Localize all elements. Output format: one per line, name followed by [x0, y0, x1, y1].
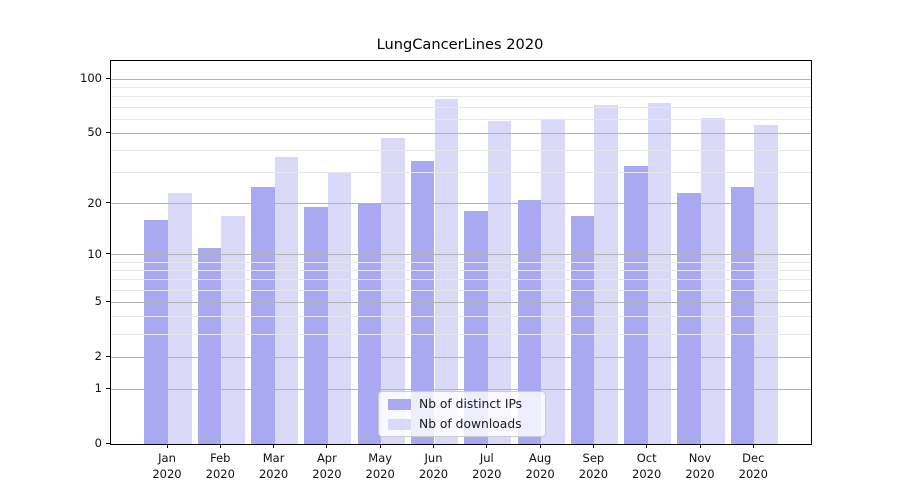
legend: Nb of distinct IPs Nb of downloads	[378, 391, 546, 437]
bar-distinct-ips-sep	[570, 215, 595, 444]
bar-downloads-sep	[594, 105, 618, 444]
x-tick-mark	[166, 444, 168, 448]
legend-swatch-downloads	[388, 418, 411, 430]
bar-distinct-ips-mar	[251, 186, 275, 444]
gridline-minor-80	[111, 96, 811, 98]
y-tick-mark	[106, 132, 110, 133]
y-tick-label-1: 1	[94, 381, 102, 396]
bar-distinct-ips-oct	[624, 165, 648, 444]
x-tick-mark	[486, 444, 488, 448]
y-tick-mark	[106, 301, 110, 302]
y-tick-label-10: 10	[87, 246, 102, 261]
y-tick-mark	[106, 442, 110, 444]
bar-distinct-ips-jan	[144, 220, 168, 444]
bar-downloads-feb	[221, 215, 245, 444]
x-tick-label-may: May 2020	[365, 451, 395, 481]
x-tick-label-mar: Mar 2020	[258, 451, 289, 481]
bar-downloads-jan	[168, 193, 192, 444]
x-tick-mark	[592, 444, 594, 448]
bar-downloads-aug	[541, 119, 565, 444]
legend-swatch-distinct-ips	[388, 398, 411, 410]
x-tick-mark	[539, 444, 541, 448]
x-tick-label-aug: Aug 2020	[525, 451, 555, 481]
bar-downloads-may	[381, 138, 405, 444]
x-tick-mark	[646, 444, 648, 448]
x-tick-mark	[752, 444, 754, 448]
bar-distinct-ips-jul	[464, 211, 488, 444]
y-tick-label-5: 5	[94, 294, 102, 309]
bar-distinct-ips-aug	[517, 199, 542, 444]
x-tick-label-feb: Feb 2020	[205, 451, 235, 481]
y-tick-mark	[106, 78, 110, 79]
bar-downloads-apr	[327, 172, 352, 444]
legend-label: Nb of distinct IPs	[419, 397, 523, 411]
gridline-minor-90	[111, 87, 811, 89]
y-tick-mark	[106, 355, 110, 357]
y-tick-label-100: 100	[80, 71, 102, 86]
x-tick-mark	[273, 444, 275, 448]
bar-distinct-ips-apr	[304, 207, 328, 444]
chart-title: LungCancerLines 2020	[376, 36, 544, 53]
x-tick-label-sep: Sep 2020	[578, 451, 609, 481]
bar-distinct-ips-dec	[730, 186, 755, 444]
x-tick-mark	[699, 444, 701, 448]
bar-downloads-jul	[487, 120, 512, 444]
legend-item-downloads: Nb of downloads	[379, 414, 545, 434]
y-tick-label-2: 2	[94, 349, 102, 364]
y-tick-label-0: 0	[94, 436, 102, 450]
y-tick-mark	[106, 387, 110, 389]
bar-downloads-nov	[701, 118, 725, 444]
x-tick-mark	[326, 444, 328, 448]
x-tick-mark	[433, 444, 434, 448]
bar-distinct-ips-nov	[677, 193, 701, 444]
x-tick-label-jul: Jul 2020	[472, 451, 502, 481]
x-tick-label-jan: Jan 2020	[152, 451, 182, 481]
x-tick-mark	[219, 444, 221, 448]
x-tick-mark	[379, 444, 381, 448]
y-tick-label-50: 50	[87, 125, 102, 140]
x-tick-label-apr: Apr 2020	[312, 451, 342, 481]
plot-area	[110, 60, 812, 445]
bar-distinct-ips-may	[357, 203, 382, 444]
gridline-minor-70	[111, 106, 811, 108]
gridline-major-100	[111, 79, 811, 80]
bar-downloads-dec	[754, 124, 778, 444]
x-tick-label-oct: Oct 2020	[632, 451, 662, 481]
legend-item-distinct-ips: Nb of distinct IPs	[379, 394, 545, 414]
bar-downloads-oct	[647, 103, 672, 444]
y-tick-mark	[106, 202, 110, 203]
bar-downloads-jun	[434, 98, 459, 444]
bar-distinct-ips-feb	[197, 247, 222, 444]
x-tick-label-jun: Jun 2020	[418, 451, 449, 481]
legend-label: Nb of downloads	[419, 417, 522, 431]
y-tick-mark	[106, 253, 110, 255]
x-tick-label-nov: Nov 2020	[685, 451, 715, 481]
y-tick-label-20: 20	[87, 195, 102, 210]
x-tick-label-dec: Dec 2020	[738, 451, 768, 481]
bar-downloads-mar	[274, 156, 299, 444]
